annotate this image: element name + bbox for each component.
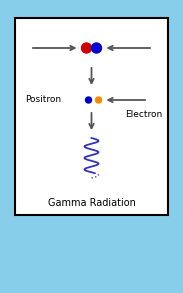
Text: Gamma Radiation: Gamma Radiation	[48, 198, 135, 208]
Text: Electron: Electron	[125, 110, 162, 119]
Text: Positron: Positron	[25, 96, 61, 105]
Circle shape	[96, 97, 102, 103]
Circle shape	[92, 43, 102, 53]
Circle shape	[81, 43, 92, 53]
Circle shape	[85, 97, 92, 103]
Bar	[15, 18, 168, 215]
